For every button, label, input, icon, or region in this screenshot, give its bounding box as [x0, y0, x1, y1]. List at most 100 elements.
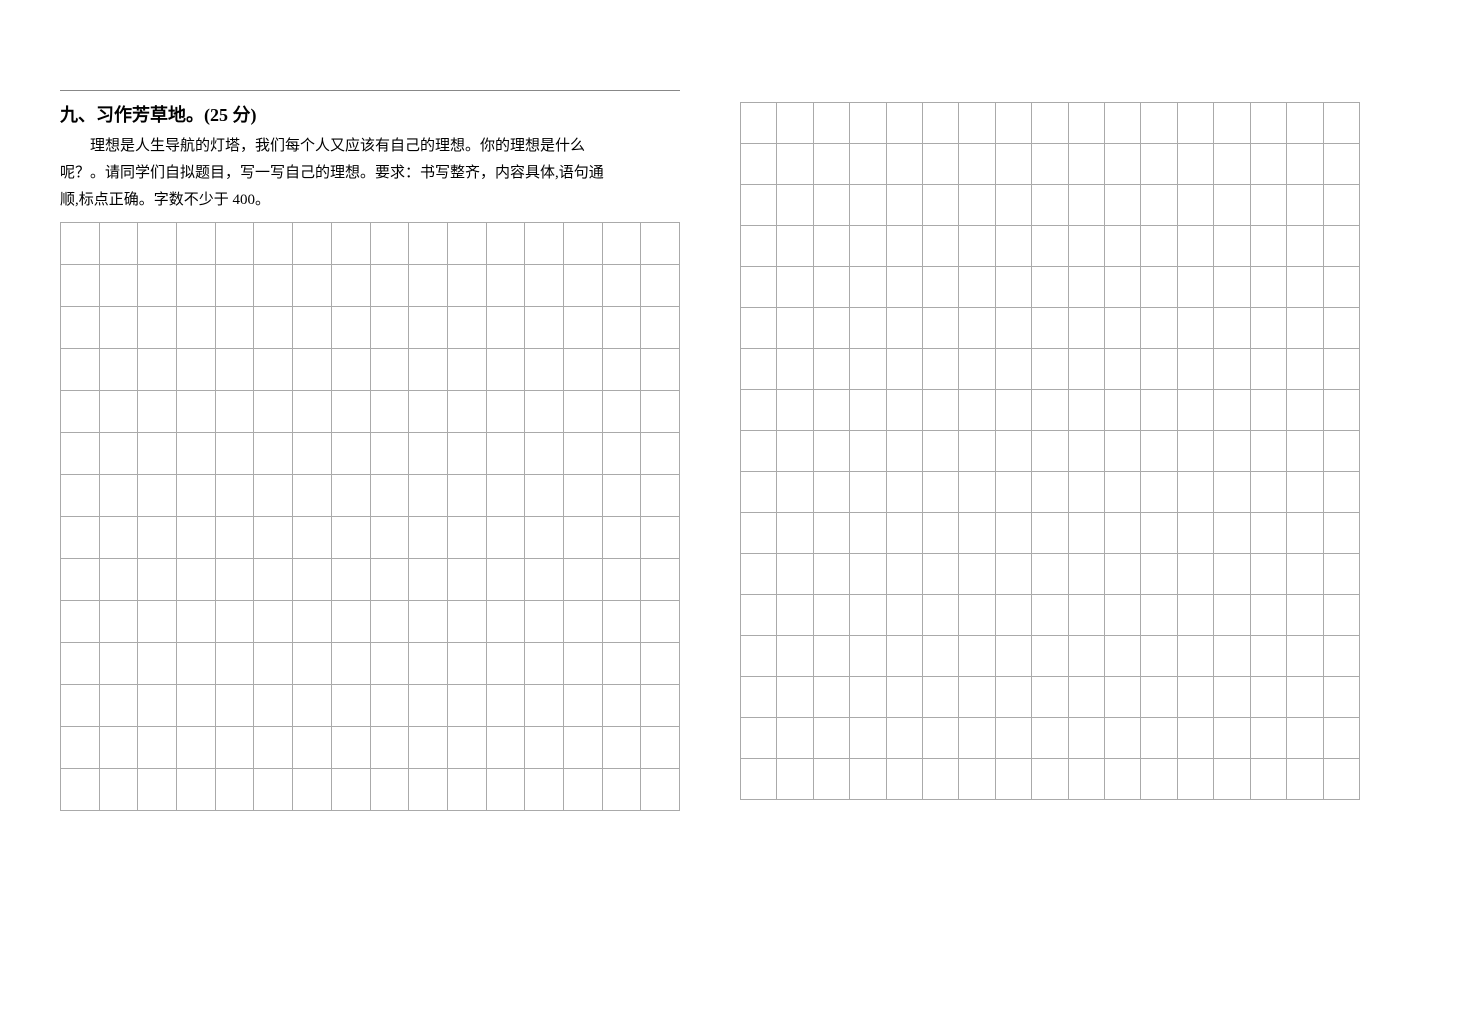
grid-cell [1250, 472, 1286, 513]
grid-cell [1068, 144, 1104, 185]
grid-cell [1141, 759, 1177, 800]
grid-cell [215, 769, 254, 811]
grid-cell [99, 223, 138, 265]
grid-cell [1032, 267, 1068, 308]
grid-cell [563, 727, 602, 769]
grid-cell [254, 643, 293, 685]
grid-cell [995, 144, 1031, 185]
grid-cell [370, 643, 409, 685]
grid-cell [1105, 759, 1141, 800]
grid-cell [1032, 103, 1068, 144]
grid-cell [1105, 677, 1141, 718]
grid-cell [254, 223, 293, 265]
grid-cell [1250, 718, 1286, 759]
grid-cell [447, 391, 486, 433]
grid-cell [1068, 595, 1104, 636]
grid-cell [331, 307, 370, 349]
grid-cell [1068, 677, 1104, 718]
grid-cell [447, 265, 486, 307]
grid-cell [959, 267, 995, 308]
grid-cell [813, 431, 849, 472]
grid-row [61, 433, 680, 475]
grid-cell [777, 103, 813, 144]
grid-cell [1287, 554, 1323, 595]
grid-cell [61, 685, 100, 727]
grid-cell [409, 769, 448, 811]
left-column: 九、习作芳草地。(25 分) 理想是人生导航的灯塔，我们每个人又应该有自己的理想… [60, 90, 680, 931]
grid-cell [331, 349, 370, 391]
grid-cell [525, 601, 564, 643]
grid-cell [61, 433, 100, 475]
grid-cell [741, 144, 777, 185]
grid-cell [447, 223, 486, 265]
grid-cell [641, 517, 680, 559]
grid-row [61, 601, 680, 643]
grid-cell [486, 559, 525, 601]
grid-cell [641, 559, 680, 601]
grid-cell [1105, 513, 1141, 554]
grid-cell [486, 685, 525, 727]
grid-cell [99, 265, 138, 307]
grid-cell [61, 643, 100, 685]
section-title-text: 习作芳草地。 [96, 105, 204, 125]
grid-cell [1177, 472, 1213, 513]
grid-cell [923, 718, 959, 759]
grid-cell [777, 636, 813, 677]
grid-cell [886, 144, 922, 185]
grid-cell [1250, 349, 1286, 390]
grid-cell [1214, 513, 1250, 554]
grid-cell [1068, 431, 1104, 472]
grid-cell [886, 513, 922, 554]
grid-cell [177, 307, 216, 349]
grid-cell [850, 431, 886, 472]
grid-cell [293, 391, 332, 433]
grid-row [61, 517, 680, 559]
grid-row [741, 226, 1360, 267]
grid-cell [813, 390, 849, 431]
grid-cell [959, 677, 995, 718]
grid-cell [602, 433, 641, 475]
grid-cell [923, 677, 959, 718]
grid-cell [602, 517, 641, 559]
grid-cell [525, 349, 564, 391]
grid-cell [138, 475, 177, 517]
grid-cell [1177, 390, 1213, 431]
grid-cell [1105, 554, 1141, 595]
grid-cell [1287, 718, 1323, 759]
grid-cell [886, 472, 922, 513]
grid-row [61, 391, 680, 433]
grid-cell [1141, 554, 1177, 595]
grid-cell [293, 307, 332, 349]
grid-cell [138, 769, 177, 811]
grid-cell [1177, 308, 1213, 349]
grid-cell [1177, 144, 1213, 185]
grid-cell [959, 349, 995, 390]
grid-cell [563, 349, 602, 391]
grid-cell [777, 308, 813, 349]
grid-cell [1105, 226, 1141, 267]
grid-cell [215, 643, 254, 685]
grid-cell [370, 475, 409, 517]
grid-cell [1141, 513, 1177, 554]
grid-cell [641, 391, 680, 433]
grid-cell [138, 559, 177, 601]
grid-cell [293, 475, 332, 517]
grid-cell [177, 643, 216, 685]
grid-cell [813, 595, 849, 636]
grid-cell [850, 308, 886, 349]
grid-cell [813, 267, 849, 308]
grid-cell [777, 431, 813, 472]
grid-cell [1214, 226, 1250, 267]
grid-row [741, 472, 1360, 513]
grid-cell [1214, 390, 1250, 431]
grid-cell [959, 636, 995, 677]
grid-cell [1323, 472, 1360, 513]
grid-cell [886, 718, 922, 759]
grid-cell [1250, 636, 1286, 677]
grid-cell [1250, 554, 1286, 595]
grid-cell [1177, 718, 1213, 759]
grid-cell [1032, 636, 1068, 677]
grid-cell [370, 265, 409, 307]
grid-cell [1032, 349, 1068, 390]
grid-cell [850, 144, 886, 185]
